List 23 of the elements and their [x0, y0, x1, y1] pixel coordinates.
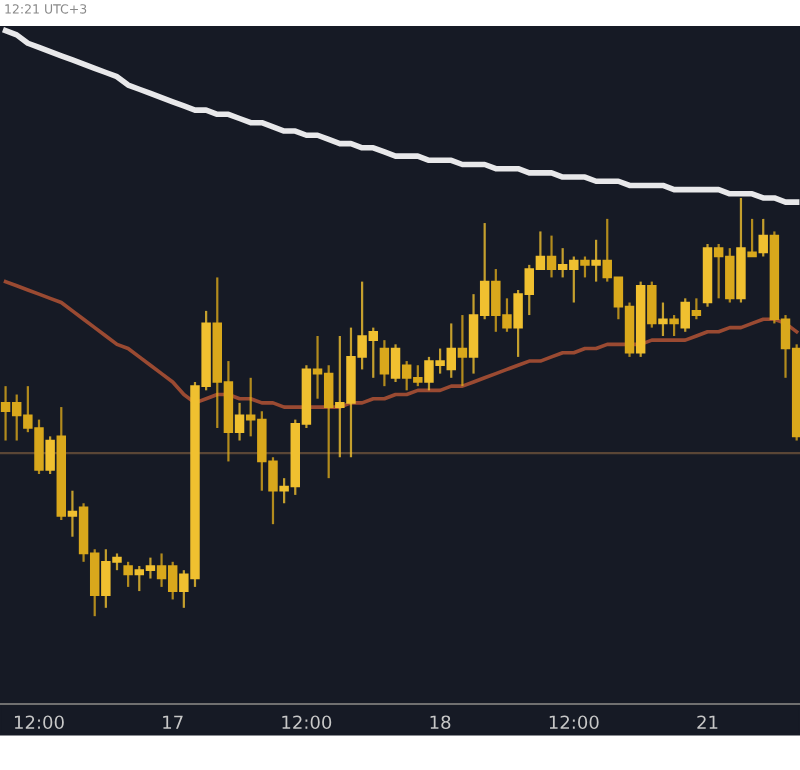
candlestick	[45, 435, 55, 476]
x-tick-label: 21	[697, 715, 718, 729]
x-tick-label: 12:00	[14, 715, 64, 730]
candlestick	[747, 217, 757, 258]
x-tick-label: 17	[163, 715, 183, 729]
candlestick	[546, 234, 557, 279]
candlestick	[234, 401, 245, 442]
x-tick-label: 18	[430, 715, 451, 730]
candlestick	[580, 255, 590, 279]
candlestick	[123, 560, 133, 589]
candlestick	[591, 238, 601, 283]
candlestick	[379, 339, 390, 388]
candlestick	[758, 217, 768, 258]
x-tick-label: 12:00	[549, 715, 599, 730]
candlestick	[67, 489, 78, 538]
candlestick	[457, 313, 468, 388]
x-tick-label: 12:00	[282, 715, 332, 730]
candlestick	[691, 297, 702, 321]
candlestick	[390, 343, 401, 384]
candlestick	[647, 280, 657, 329]
candlestick	[669, 313, 679, 338]
candlestick	[680, 297, 690, 333]
candlestick	[658, 301, 668, 338]
